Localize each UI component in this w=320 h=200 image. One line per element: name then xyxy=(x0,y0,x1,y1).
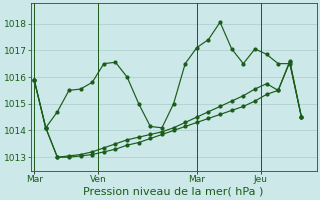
X-axis label: Pression niveau de la mer( hPa ): Pression niveau de la mer( hPa ) xyxy=(84,187,264,197)
